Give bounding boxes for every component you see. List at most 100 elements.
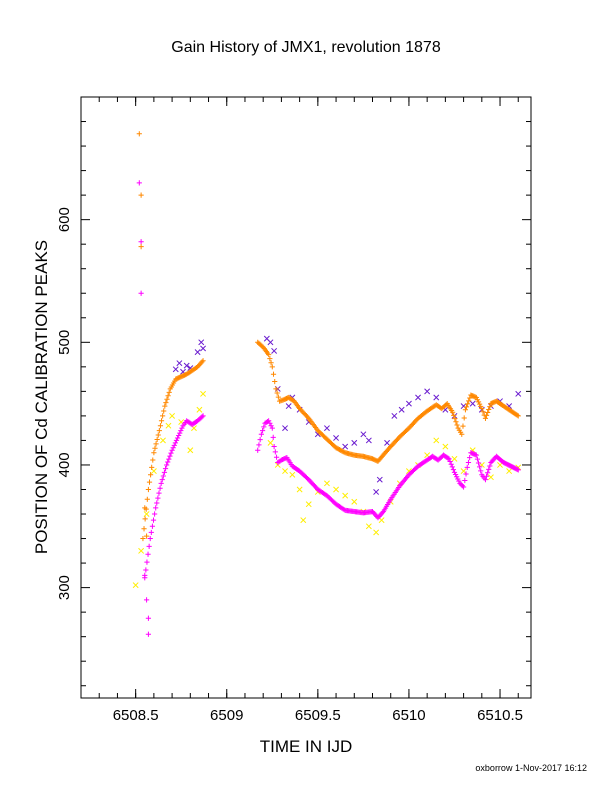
data-point [304, 476, 311, 482]
data-point [409, 421, 415, 428]
data-point [486, 466, 492, 472]
data-point [433, 394, 440, 401]
data-point [136, 180, 142, 186]
data-point [289, 471, 296, 478]
data-point [299, 408, 305, 414]
data-point [162, 466, 169, 472]
data-point [256, 442, 262, 448]
data-point [406, 425, 412, 431]
data-point [170, 445, 176, 451]
data-point [460, 423, 466, 429]
x-axis-label: TIME IN IJD [260, 737, 353, 756]
data-point [282, 425, 289, 432]
data-point [460, 468, 467, 475]
data-point [258, 431, 264, 437]
data-point [506, 468, 513, 475]
data-point [199, 359, 205, 365]
data-point [376, 476, 383, 483]
data-point [177, 430, 183, 436]
data-point [473, 452, 479, 458]
data-point [275, 394, 281, 400]
data-point [463, 404, 470, 410]
data-point [162, 403, 168, 409]
data-point [141, 526, 147, 532]
y-tick-label: 300 [56, 575, 73, 600]
data-point [147, 472, 154, 478]
data-point [145, 551, 151, 557]
data-point [167, 453, 173, 459]
data-point [145, 631, 152, 637]
data-point [268, 423, 274, 429]
data-point [396, 435, 402, 441]
data-point [274, 390, 280, 396]
data-point [477, 464, 483, 470]
data-point [169, 447, 175, 453]
data-point [334, 445, 340, 452]
data-point [132, 582, 139, 589]
data-point [169, 412, 176, 419]
data-point [412, 419, 418, 425]
data-point [171, 442, 177, 448]
data-point [459, 431, 465, 437]
data-point [462, 477, 468, 484]
data-point [466, 398, 472, 404]
data-point [272, 378, 278, 385]
footer-credit: oxborrow 1-Nov-2017 16:12 [475, 763, 587, 773]
data-point [150, 517, 157, 523]
data-point [146, 479, 153, 485]
data-point [154, 436, 160, 443]
data-point [478, 468, 484, 474]
data-point [143, 567, 149, 573]
data-point [365, 523, 372, 530]
data-point [138, 290, 144, 296]
data-point [272, 449, 278, 455]
data-point [461, 415, 467, 421]
data-point [261, 424, 267, 430]
data-point [160, 437, 166, 444]
data-point [487, 474, 494, 481]
data-point [176, 432, 182, 439]
data-point [138, 192, 144, 198]
data-point [453, 419, 459, 425]
data-point [308, 479, 314, 485]
data-point [515, 413, 521, 419]
data-point [486, 406, 492, 413]
data-point [485, 409, 491, 416]
data-point [147, 535, 153, 542]
data-point [450, 467, 456, 473]
data-point [469, 400, 476, 407]
data-point [267, 439, 274, 446]
data-point [200, 358, 206, 364]
data-point [198, 339, 205, 346]
data-point [405, 426, 411, 432]
data-point [336, 447, 343, 453]
data-point [392, 439, 398, 445]
data-point [160, 473, 166, 479]
data-point [445, 455, 451, 461]
data-point [259, 428, 266, 434]
data-point [338, 447, 344, 453]
data-point [200, 390, 207, 397]
data-points [132, 131, 522, 637]
data-point [143, 597, 150, 603]
data-point [138, 239, 144, 245]
data-point [467, 455, 473, 461]
data-point [342, 443, 349, 450]
data-point [341, 506, 347, 513]
data-point [144, 559, 150, 565]
data-point [305, 501, 312, 508]
data-point [148, 529, 154, 536]
data-point [475, 460, 482, 466]
data-point [297, 405, 303, 412]
data-point [165, 393, 171, 399]
data-point [271, 347, 278, 354]
data-point [271, 443, 277, 450]
data-point [269, 364, 275, 370]
data-point [449, 464, 455, 470]
data-point [398, 406, 405, 413]
data-point [483, 412, 490, 419]
y-tick-label: 400 [56, 452, 73, 477]
data-point [273, 386, 279, 392]
data-point [143, 533, 150, 539]
data-point [144, 496, 150, 502]
